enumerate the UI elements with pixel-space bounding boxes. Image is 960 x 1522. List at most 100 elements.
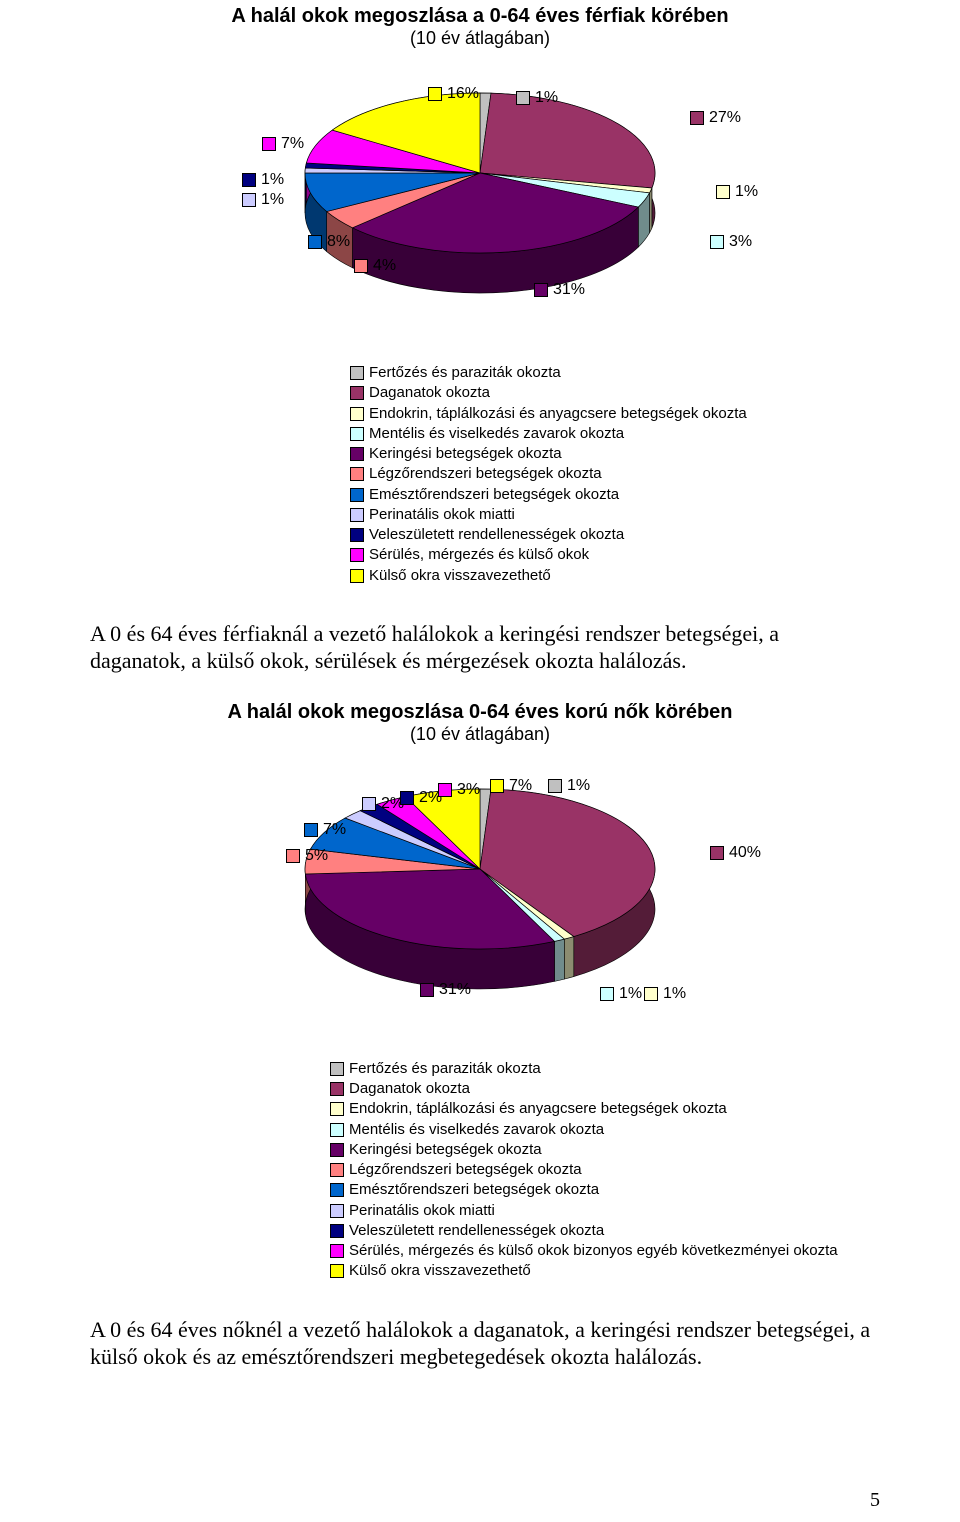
pct-label: 7% xyxy=(262,135,304,153)
legend-swatch xyxy=(242,193,256,207)
page: A halál okok megoszlása a 0-64 éves férf… xyxy=(0,5,960,1522)
pct-text: 1% xyxy=(567,777,590,794)
legend-item: Fertőzés és paraziták okozta xyxy=(350,363,910,383)
legend-label: Mentélis és viselkedés zavarok okozta xyxy=(369,424,624,444)
pct-text: 16% xyxy=(447,85,479,102)
legend-swatch xyxy=(710,846,724,860)
legend-swatch xyxy=(534,283,548,297)
pct-label: 40% xyxy=(710,844,761,862)
pct-text: 1% xyxy=(619,985,642,1002)
pct-label: 1% xyxy=(716,183,758,201)
legend-label: Emésztőrendszeri betegségek okozta xyxy=(349,1180,599,1200)
legend-item: Perinatális okok miatti xyxy=(330,1201,960,1221)
legend-swatch xyxy=(644,987,658,1001)
chart1-pie: 1% 27% 1% 3% 31% 4% 8% 1% 1% 7% 16% xyxy=(120,63,840,363)
legend-label: Veleszületett rendellenességek okozta xyxy=(369,525,624,545)
legend-swatch xyxy=(262,137,276,151)
pct-label: 7% xyxy=(490,777,532,795)
legend-swatch xyxy=(330,1062,344,1076)
paragraph2: A 0 és 64 éves nőknél a vezető halálokok… xyxy=(90,1316,880,1371)
legend-swatch xyxy=(330,1102,344,1116)
legend-label: Külső okra visszavezethető xyxy=(349,1261,531,1281)
legend-swatch xyxy=(330,1123,344,1137)
chart2-legend: Fertőzés és paraziták okoztaDaganatok ok… xyxy=(330,1059,960,1282)
pct-text: 27% xyxy=(709,109,741,126)
legend-label: Keringési betegségek okozta xyxy=(349,1140,542,1160)
legend-swatch xyxy=(710,235,724,249)
legend-label: Fertőzés és paraziták okozta xyxy=(349,1059,541,1079)
legend-swatch xyxy=(548,779,562,793)
pct-label: 1% xyxy=(644,985,686,1003)
legend-swatch xyxy=(286,849,300,863)
legend-swatch xyxy=(350,569,364,583)
pct-label: 31% xyxy=(534,281,585,299)
legend-item: Perinatális okok miatti xyxy=(350,505,910,525)
paragraph1: A 0 és 64 éves férfiaknál a vezető halál… xyxy=(90,620,880,675)
pct-label: 3% xyxy=(710,233,752,251)
pct-label: 2% xyxy=(362,795,404,813)
legend-label: Külső okra visszavezethető xyxy=(369,566,551,586)
legend-swatch xyxy=(350,508,364,522)
legend-item: Mentélis és viselkedés zavarok okozta xyxy=(330,1120,960,1140)
legend-swatch xyxy=(350,366,364,380)
pct-label: 1% xyxy=(548,777,590,795)
legend-swatch xyxy=(350,407,364,421)
legend-label: Perinatális okok miatti xyxy=(369,505,515,525)
pct-label: 8% xyxy=(308,233,350,251)
pct-text: 4% xyxy=(373,257,396,274)
pct-label: 3% xyxy=(438,781,480,799)
pct-text: 1% xyxy=(261,191,284,208)
legend-item: Sérülés, mérgezés és külső okok xyxy=(350,545,910,565)
pct-text: 7% xyxy=(509,777,532,794)
legend-label: Daganatok okozta xyxy=(349,1079,470,1099)
pct-label: 16% xyxy=(428,85,479,103)
pct-text: 31% xyxy=(553,281,585,298)
pct-text: 1% xyxy=(735,183,758,200)
pct-label: 27% xyxy=(690,109,741,127)
legend-swatch xyxy=(350,467,364,481)
legend-swatch xyxy=(330,1082,344,1096)
chart2-pie: 1%40%1%1%31%5%7%2%2%3%7% xyxy=(120,759,840,1059)
chart1-legend: Fertőzés és paraziták okoztaDaganatok ok… xyxy=(350,363,910,586)
legend-swatch xyxy=(330,1183,344,1197)
legend-item: Külső okra visszavezethető xyxy=(330,1261,960,1281)
legend-item: Légzőrendszeri betegségek okozta xyxy=(350,464,910,484)
pct-text: 1% xyxy=(261,171,284,188)
legend-label: Sérülés, mérgezés és külső okok bizonyos… xyxy=(349,1241,838,1261)
legend-label: Mentélis és viselkedés zavarok okozta xyxy=(349,1120,604,1140)
legend-item: Endokrin, táplálkozási és anyagcsere bet… xyxy=(350,404,910,424)
legend-item: Légzőrendszeri betegségek okozta xyxy=(330,1160,960,1180)
legend-item: Keringési betegségek okozta xyxy=(330,1140,960,1160)
legend-swatch xyxy=(438,783,452,797)
legend-swatch xyxy=(330,1264,344,1278)
chart2-subtitle: (10 év átlagában) xyxy=(120,724,840,745)
legend-swatch xyxy=(330,1204,344,1218)
legend-swatch xyxy=(428,87,442,101)
legend-swatch xyxy=(716,185,730,199)
pct-label: 5% xyxy=(286,847,328,865)
pct-text: 1% xyxy=(535,89,558,106)
legend-swatch xyxy=(354,259,368,273)
legend-swatch xyxy=(516,91,530,105)
pct-label: 1% xyxy=(516,89,558,107)
legend-label: Sérülés, mérgezés és külső okok xyxy=(369,545,589,565)
legend-item: Mentélis és viselkedés zavarok okozta xyxy=(350,424,910,444)
legend-item: Veleszületett rendellenességek okozta xyxy=(350,525,910,545)
legend-swatch xyxy=(308,235,322,249)
legend-swatch xyxy=(304,823,318,837)
pct-label: 1% xyxy=(242,171,284,189)
page-number: 5 xyxy=(870,1489,880,1512)
legend-swatch xyxy=(400,791,414,805)
legend-label: Légzőrendszeri betegségek okozta xyxy=(369,464,602,484)
legend-swatch xyxy=(490,779,504,793)
legend-item: Emésztőrendszeri betegségek okozta xyxy=(330,1180,960,1200)
legend-item: Daganatok okozta xyxy=(350,383,910,403)
legend-swatch xyxy=(350,427,364,441)
legend-label: Perinatális okok miatti xyxy=(349,1201,495,1221)
legend-label: Daganatok okozta xyxy=(369,383,490,403)
legend-label: Keringési betegségek okozta xyxy=(369,444,562,464)
legend-label: Endokrin, táplálkozási és anyagcsere bet… xyxy=(349,1099,727,1119)
legend-item: Sérülés, mérgezés és külső okok bizonyos… xyxy=(330,1241,960,1261)
pct-label: 2% xyxy=(400,789,442,807)
legend-label: Veleszületett rendellenességek okozta xyxy=(349,1221,604,1241)
